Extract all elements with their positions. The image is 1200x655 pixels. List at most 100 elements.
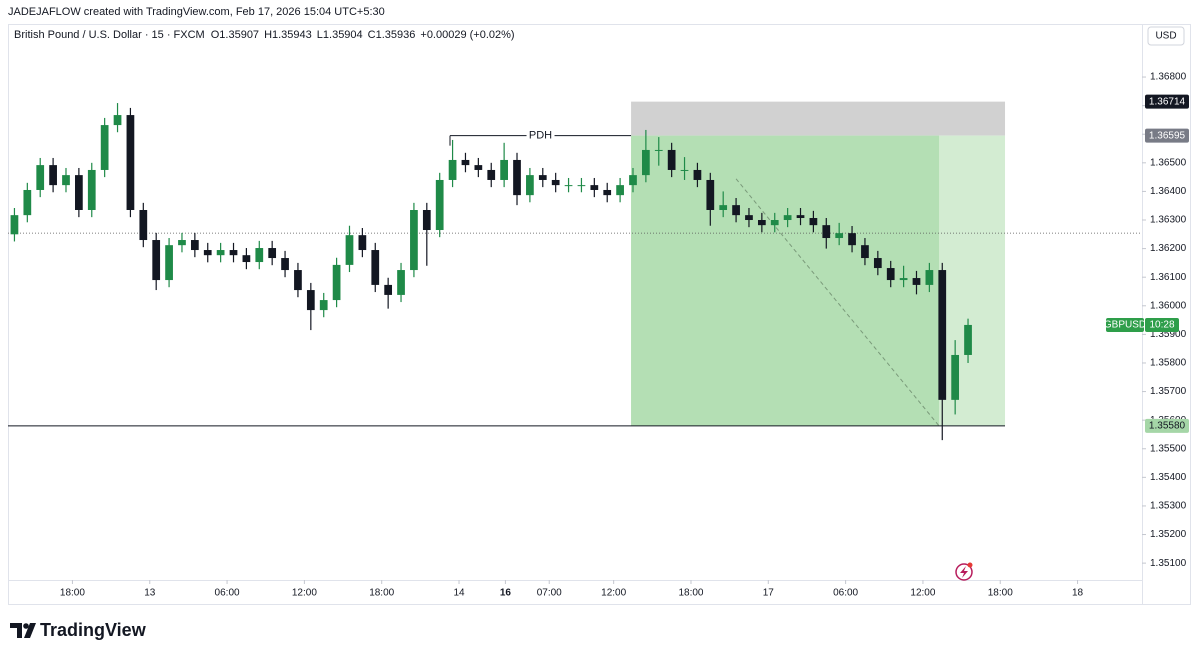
y-tick-label: 1.36200 — [1150, 243, 1187, 254]
candle-body — [500, 159, 508, 180]
candle-body — [899, 278, 908, 281]
symbol-title: British Pound / U.S. Dollar · 15 · FXCM — [14, 29, 205, 41]
y-tick-label: 1.35300 — [1150, 501, 1187, 512]
y-tick-label: 1.36000 — [1150, 300, 1187, 311]
candle-body — [229, 250, 238, 256]
y-tick-label: 1.36800 — [1150, 72, 1187, 83]
target-zone-filled — [631, 135, 940, 426]
y-tick-label: 1.36500 — [1150, 157, 1187, 168]
candle-body — [526, 175, 534, 196]
x-tick-label: 07:00 — [537, 588, 562, 599]
candle-body — [203, 250, 212, 256]
candle-body — [642, 149, 650, 176]
ohlc-value: C1.35936 — [368, 29, 416, 41]
x-tick-label: 06:00 — [215, 588, 240, 599]
ohlc-value: H1.35943 — [264, 29, 312, 41]
candle-body — [951, 354, 960, 400]
candle-body — [616, 185, 624, 196]
pdh-label: PDH — [529, 130, 552, 142]
candle-body — [745, 215, 753, 221]
logo — [10, 623, 36, 638]
candle-body — [410, 210, 418, 271]
candle-body — [255, 248, 264, 263]
candle-body — [397, 270, 405, 295]
x-tick-label: 12:00 — [601, 588, 626, 599]
candle-body — [590, 185, 599, 190]
candle-body — [384, 284, 393, 295]
x-tick-label: 06:00 — [833, 588, 858, 599]
candle-body — [757, 220, 766, 226]
candle-body — [126, 115, 135, 210]
candle-body — [693, 169, 702, 180]
candle-body — [242, 255, 251, 263]
candle-body — [165, 245, 173, 281]
candle-body — [87, 169, 96, 210]
candle-body — [10, 215, 19, 235]
countdown-tag-bg — [1145, 317, 1179, 332]
x-tick-label: 12:00 — [292, 588, 317, 599]
x-tick-label: 14 — [453, 588, 465, 599]
y-tick-label: 1.35200 — [1150, 529, 1187, 540]
candle-body — [783, 215, 792, 221]
currency-box[interactable] — [1147, 26, 1185, 46]
x-tick-label: 17 — [763, 588, 775, 599]
candle-body — [809, 218, 818, 226]
y-tick-label: 1.35700 — [1150, 386, 1187, 397]
candle-body — [822, 225, 831, 239]
candle-body — [100, 125, 109, 170]
candle-body — [861, 245, 869, 259]
candle-body — [306, 290, 315, 311]
candle-body — [886, 268, 895, 281]
candle-body — [36, 165, 45, 190]
candle-body — [332, 264, 341, 301]
ohlc-value: +0.00029 (+0.02%) — [420, 29, 514, 41]
stop-zone — [631, 101, 1006, 136]
candle-body — [358, 235, 367, 251]
x-tick-label: 18 — [1072, 588, 1084, 599]
candle-body — [796, 215, 805, 219]
entry-tag: 1.36595 — [1149, 130, 1186, 141]
legend: British Pound / U.S. Dollar · 15 · FXCM … — [14, 29, 515, 41]
y-tick-label: 1.36400 — [1150, 186, 1187, 197]
entry-tag-bg — [1145, 128, 1189, 143]
candle-body — [925, 270, 934, 285]
countdown-tag: 10:28 — [1149, 320, 1174, 331]
candle-body — [139, 210, 148, 241]
y-tick-label: 1.35100 — [1150, 558, 1187, 569]
plot-area: PDH — [8, 101, 1142, 441]
candle-body — [216, 250, 225, 256]
x-tick-label: 16 — [500, 588, 512, 599]
candle-body — [461, 159, 470, 166]
symbol-tag: GBPUSD — [1104, 320, 1146, 331]
candle-body — [474, 165, 483, 170]
candle-body — [706, 179, 715, 210]
candle-body — [873, 258, 882, 269]
x-tick-label: 13 — [144, 588, 156, 599]
candle-body — [422, 210, 431, 231]
alert-icon[interactable] — [955, 562, 973, 581]
candle-body — [448, 159, 457, 180]
candle-body — [345, 235, 354, 265]
candle-body — [719, 205, 728, 210]
x-tick-label: 18:00 — [369, 588, 394, 599]
candle-body — [938, 270, 947, 400]
candle-body — [564, 185, 573, 187]
candle-body — [680, 169, 689, 171]
candle-body — [23, 189, 32, 216]
trade-path — [735, 178, 940, 427]
candle-body — [281, 258, 289, 271]
candle-body — [268, 248, 277, 259]
credit: JADEJAFLOW created with TradingView.com,… — [8, 6, 385, 18]
candle-body — [848, 233, 856, 246]
chart-frame — [8, 24, 1191, 605]
stop-tag-bg — [1145, 94, 1189, 109]
ohlc-value: O1.35907 — [211, 29, 259, 41]
candle-body — [603, 189, 612, 196]
candle-body — [190, 240, 199, 251]
symbol-tag-bg — [1106, 317, 1144, 332]
y-tick-label: 1.35900 — [1150, 329, 1187, 340]
candle-body — [178, 240, 186, 246]
y-tick-label: 1.36300 — [1150, 215, 1187, 226]
